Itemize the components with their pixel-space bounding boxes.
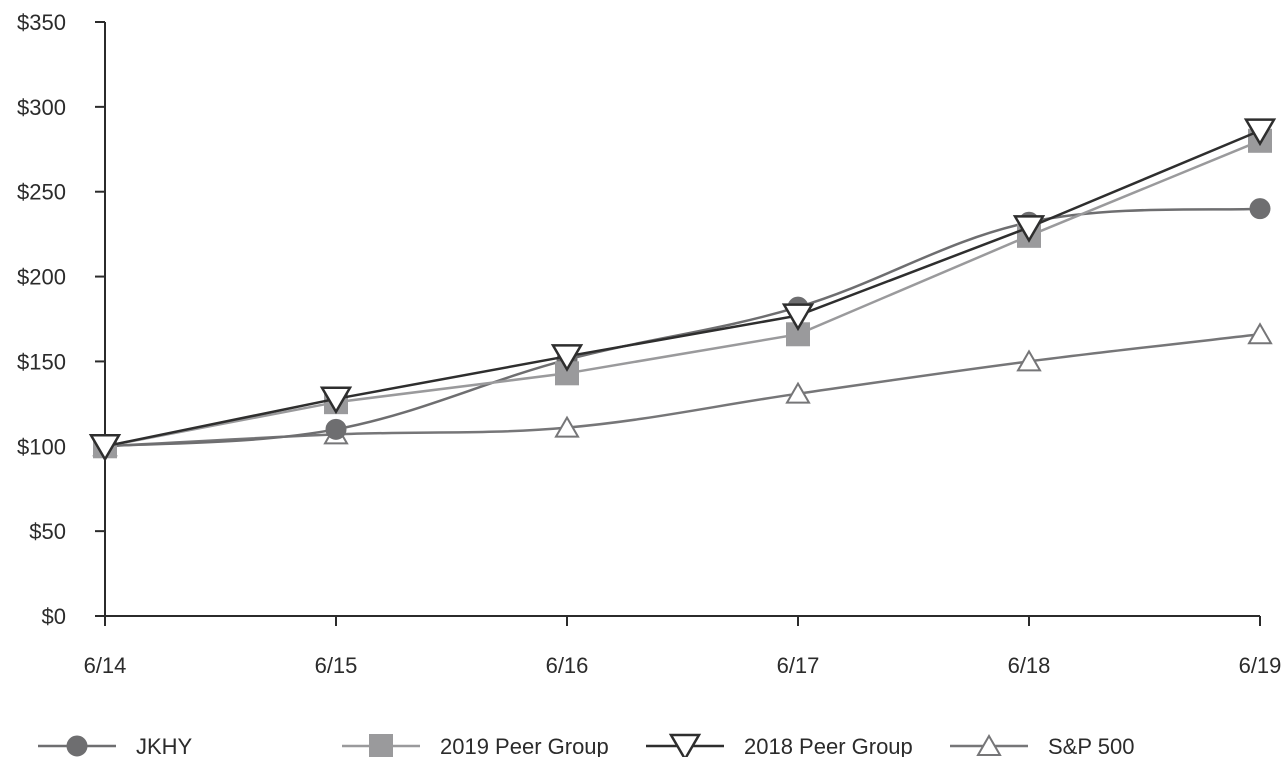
axes: $0 $50 $100 $150 $200 $250 $300 $350 6/14 6/15 6/1…: [17, 10, 1281, 678]
x-tick-label: 6/17: [777, 653, 820, 678]
x-tick-label: 6/18: [1008, 653, 1051, 678]
legend-item-2019-peer-group: 2019 Peer Group: [342, 734, 609, 759]
x-tick-label: 6/19: [1239, 653, 1282, 678]
y-tick-label: $0: [42, 604, 66, 629]
legend-marker: [668, 733, 702, 762]
legend-label: S&P 500: [1048, 734, 1134, 757]
legend: JKHY 2019 Peer Group 2018 Peer Group S&P 50…: [38, 733, 1134, 762]
series-line: [104, 139, 1261, 448]
y-tick-label: $150: [17, 349, 66, 374]
series-sandp-500: [92, 322, 1273, 457]
data-point: [1016, 349, 1042, 372]
legend-label: 2018 Peer Group: [744, 734, 913, 757]
data-point: [1247, 322, 1273, 345]
series-jkhy: [94, 198, 1271, 457]
series-line: [104, 207, 1261, 448]
series-line: [104, 129, 1261, 448]
data-point: [1243, 118, 1277, 147]
x-tick-label: 6/16: [546, 653, 589, 678]
legend-marker: [976, 734, 1002, 756]
series-layer: [88, 118, 1277, 462]
legend-label: JKHY: [136, 734, 193, 757]
legend-item-jkhy: JKHY: [38, 734, 193, 759]
series-2018-peer-group: [88, 118, 1277, 462]
y-tick-label: $100: [17, 434, 66, 459]
data-point: [550, 344, 584, 372]
legend-item-sandp-500: S&P 500: [950, 734, 1134, 759]
y-tick-label: $200: [17, 265, 66, 290]
x-tick-label: 6/14: [84, 653, 127, 678]
series-line: [104, 333, 1261, 448]
data-point: [781, 303, 815, 332]
data-point: [554, 415, 580, 438]
legend-marker: [369, 734, 393, 758]
legend-marker: [66, 735, 88, 757]
data-point: [1249, 198, 1271, 220]
y-tick-label: $250: [17, 180, 66, 205]
data-point: [88, 434, 122, 462]
legend-label: 2019 Peer Group: [440, 734, 609, 757]
data-point: [325, 418, 347, 440]
y-tick-label: $350: [17, 10, 66, 35]
data-point: [785, 381, 811, 404]
data-point: [1012, 215, 1046, 243]
data-point: [319, 386, 353, 415]
x-tick-label: 6/15: [315, 653, 358, 678]
legend-item-2018-peer-group: 2018 Peer Group: [646, 733, 913, 762]
y-tick-label: $300: [17, 95, 66, 120]
series-2019-peer-group: [93, 128, 1272, 459]
y-tick-label: $50: [29, 519, 66, 544]
